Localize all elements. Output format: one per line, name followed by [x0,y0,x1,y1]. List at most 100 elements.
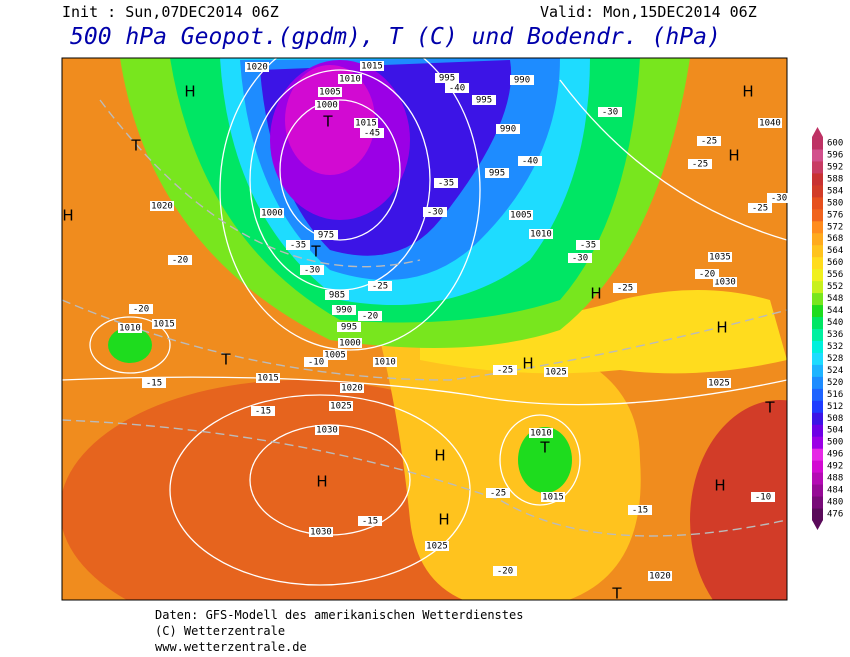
isobar-label-box [425,541,449,551]
colorbar-swatch [812,496,823,509]
pressure-system: T [539,439,550,457]
temperature-label-box [358,516,382,526]
colorbar-label: 584 [827,186,843,196]
colorbar-swatch [812,424,823,437]
isobar-label-box [340,383,364,393]
colorbar-label: 572 [827,222,843,232]
temperature-label-box [751,492,775,502]
colorbar-swatch [812,412,823,425]
isobar-label-box [325,290,349,300]
pressure-system: H [714,477,725,495]
isobar-label: 1015 [542,493,564,503]
temperature-label-box [598,107,622,117]
colorbar-label: 532 [827,342,843,352]
colorbar-label: 500 [827,438,843,448]
isobar-label: 1020 [649,572,671,582]
temperature-label-box [748,203,772,213]
isobar-label: 1020 [151,202,173,212]
isobar-label-box [315,100,339,110]
isobar-label-box [541,492,565,502]
isobar-label: 1010 [530,230,552,240]
isobar-label-box [332,305,356,315]
colorbar-swatch [812,352,823,365]
colorbar-label: 484 [827,486,843,496]
isobar-label: 1000 [339,339,361,349]
colorbar-swatch [812,160,823,174]
colorbar-swatch [812,172,823,186]
colorbar-label: 580 [827,198,843,208]
isobar-label: 1025 [426,542,448,552]
colorbar-label: 476 [827,510,843,520]
isobar-label-box [314,230,338,240]
colorbar-label: 508 [827,414,843,424]
temperature-label: -40 [449,84,465,94]
isobar-label-box [323,350,347,360]
isobar-label: 1005 [510,211,532,221]
colorbar-label: 576 [827,210,843,220]
colorbar-label: 496 [827,450,843,460]
temperature-label: -40 [522,157,538,167]
isobar-label-box [309,527,333,537]
isobar-label: 1005 [324,351,346,361]
pressure-system: T [764,399,775,417]
pressure-system: H [434,447,445,465]
isobar-label: 1035 [709,253,731,263]
colorbar-swatch [812,436,823,449]
temperature-label: -30 [771,194,787,204]
temperature-label: -30 [427,208,443,218]
colorbar-swatch [812,280,823,294]
temperature-label: -35 [438,179,454,189]
pressure-system: H [716,319,727,337]
pressure-system: T [611,585,622,603]
isobar-label: 1010 [339,75,361,85]
colorbar-label: 512 [827,402,843,412]
temperature-label: -45 [364,129,380,139]
colorbar-swatch [812,148,823,162]
colorbar-label: 536 [827,330,843,340]
isobar-label: 1010 [119,324,141,334]
temperature-label: -20 [699,270,715,280]
colorbar-label: 504 [827,426,843,436]
colorbar-swatch [812,292,823,306]
colorbar-swatch [812,256,823,270]
isobar-label: 990 [500,125,516,135]
temperature-label-box [628,505,652,515]
isobar-label-box [118,323,142,333]
colorbar-swatch [812,448,823,461]
temperature-label: -25 [372,282,388,292]
colorbar-swatch [812,196,823,210]
valid-time: Valid: Mon,15DEC2014 06Z [540,3,757,21]
title: 500 hPa Geopot.(gpdm), T (C) und Bodendr… [70,24,721,50]
colorbar-swatch [812,304,823,318]
pressure-system: H [62,207,73,225]
colorbar-bottom-arrow [812,519,823,530]
colorbar-label: 540 [827,318,843,328]
pressure-system: H [742,83,753,101]
pressure-system: H [184,83,195,101]
pressure-system: T [130,137,141,155]
colorbar-label: 528 [827,354,843,364]
isobar-label: 1025 [708,379,730,389]
temperature-label-box [358,311,382,321]
isobar-label: 985 [329,291,345,301]
temperature-label-box [300,265,324,275]
isobar-label-box [245,62,269,72]
temperature-label: -15 [146,379,162,389]
temperature-label: -30 [304,266,320,276]
colorbar-label: 544 [827,306,843,316]
temperature-label-box [493,566,517,576]
isobar-label: 1010 [530,429,552,439]
temperature-label-box [613,283,637,293]
temperature-label: -20 [362,312,378,322]
colorbar-label: 520 [827,378,843,388]
colorbar-label: 552 [827,282,843,292]
colorbar-top-arrow [812,127,823,138]
isobar-label: 995 [476,96,492,106]
pressure-system: H [438,511,449,529]
colorbar-swatch [812,484,823,497]
temperature-label-box [129,304,153,314]
isobar-label-box [544,367,568,377]
isobar-label: 1005 [319,88,341,98]
isobar-label-box [435,73,459,83]
